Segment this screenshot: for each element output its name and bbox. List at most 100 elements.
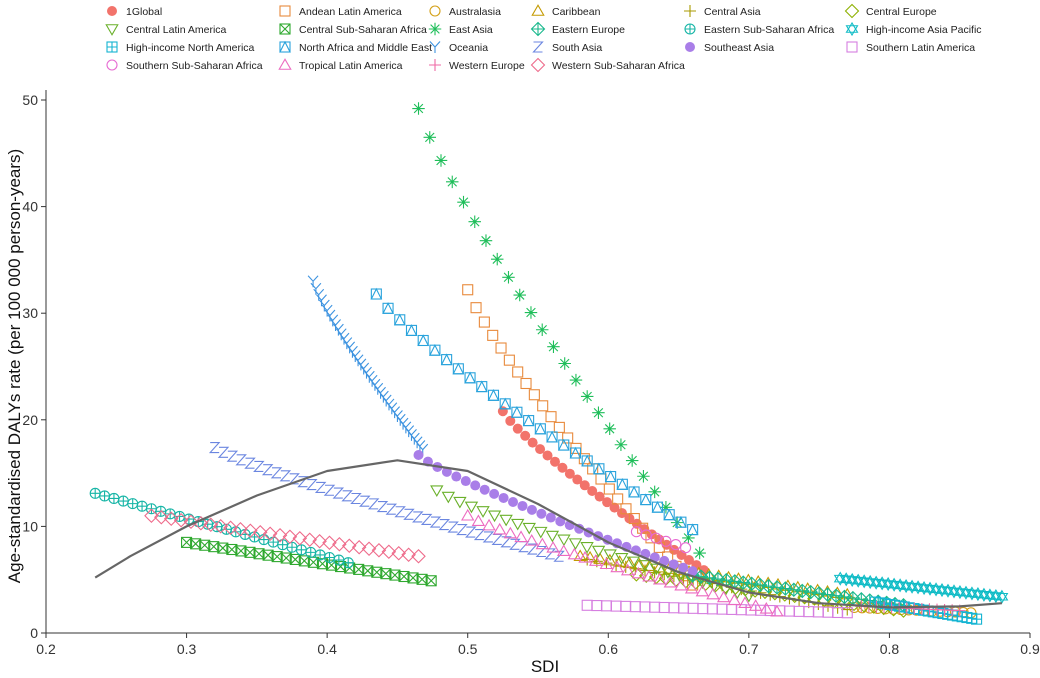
data-point <box>638 560 652 572</box>
data-point <box>270 467 283 479</box>
data-point <box>89 487 101 499</box>
data-point <box>652 560 667 573</box>
legend-item-tropical-latin-america: Tropical Latin America <box>278 58 403 72</box>
data-point <box>770 604 784 617</box>
data-point <box>620 563 635 576</box>
data-point <box>693 546 706 560</box>
data-point <box>361 541 377 557</box>
data-point <box>314 549 326 561</box>
data-point <box>473 528 486 541</box>
legend-label: South Asia <box>552 42 602 54</box>
data-point <box>497 406 508 417</box>
legend-label: Central Latin America <box>126 24 227 36</box>
data-point <box>837 589 852 605</box>
data-point <box>777 587 793 602</box>
data-point <box>564 468 575 479</box>
data-point <box>352 354 364 367</box>
data-point <box>332 536 347 552</box>
legend-label: Western Europe <box>449 60 525 72</box>
data-point <box>475 380 488 393</box>
data-point <box>555 516 566 527</box>
x-tick-label: 0.3 <box>177 641 197 657</box>
data-point <box>581 599 593 611</box>
trend-line-layer <box>94 459 1002 609</box>
data-point <box>817 592 832 608</box>
data-point <box>600 600 613 612</box>
data-point <box>380 568 392 580</box>
legend-label: Central Asia <box>704 6 761 18</box>
data-point <box>412 511 424 523</box>
data-point <box>253 548 265 560</box>
data-point <box>545 512 556 523</box>
data-point <box>738 596 752 608</box>
legend-item-caribbean: Caribbean <box>531 4 601 18</box>
legend-item-1global: 1Global <box>107 6 162 18</box>
x-tick-label: 0.2 <box>36 641 56 657</box>
x-tick-label: 0.4 <box>317 641 337 657</box>
data-point <box>637 522 649 534</box>
data-point <box>438 519 451 531</box>
legend-item-eastern-europe: Eastern Europe <box>530 21 625 37</box>
data-point <box>610 560 624 573</box>
data-point <box>778 581 793 596</box>
data-point <box>233 521 248 537</box>
data-point <box>429 516 442 528</box>
data-point <box>279 470 292 482</box>
data-point <box>457 195 470 209</box>
data-point <box>253 460 265 473</box>
data-point <box>706 603 718 615</box>
data-point <box>493 522 507 535</box>
data-point <box>381 544 397 560</box>
data-point <box>727 593 742 606</box>
data-point <box>447 521 459 533</box>
data-point <box>322 535 337 551</box>
data-point <box>557 438 570 451</box>
data-point <box>117 495 129 507</box>
legend-item-central-latin-america: Central Latin America <box>105 24 227 36</box>
data-point <box>99 490 111 502</box>
data-point <box>208 441 221 454</box>
data-point <box>652 572 667 585</box>
data-point <box>616 508 627 519</box>
legend-label: High-income North America <box>126 42 255 54</box>
data-point <box>752 577 768 593</box>
data-point <box>535 537 550 550</box>
legend-item-western-sub-saharan-africa: Western Sub-Saharan Africa <box>530 57 685 73</box>
legend-item-north-africa-and-middle-east: North Africa and Middle East <box>279 40 432 54</box>
data-point <box>520 430 531 441</box>
data-point <box>503 354 515 366</box>
data-point <box>482 518 496 531</box>
data-point <box>587 485 598 496</box>
data-point <box>553 421 565 433</box>
data-point <box>639 493 652 506</box>
data-point <box>208 541 220 553</box>
y-axis-title: Age-standardised DALYs rate (per 100 000… <box>5 149 24 583</box>
data-point <box>631 566 646 579</box>
data-point <box>464 371 476 384</box>
data-point <box>391 545 407 561</box>
data-point <box>470 302 482 314</box>
data-point <box>476 506 490 518</box>
data-point <box>629 601 641 613</box>
data-point <box>663 508 676 521</box>
data-point <box>557 462 568 473</box>
data-point <box>514 530 528 543</box>
data-point <box>298 555 310 567</box>
data-point <box>292 530 308 546</box>
data-point <box>706 587 720 600</box>
legend-label: East Asia <box>449 24 493 36</box>
data-point <box>490 252 504 266</box>
data-point <box>594 491 605 502</box>
data-point <box>323 551 336 564</box>
data-point <box>217 446 230 458</box>
data-point <box>127 498 139 510</box>
data-point <box>786 582 802 598</box>
data-point <box>557 534 571 547</box>
data-point <box>465 526 477 538</box>
data-point <box>625 454 639 467</box>
data-point <box>735 575 751 590</box>
data-point <box>440 353 453 366</box>
data-point <box>341 538 357 554</box>
data-point <box>609 502 620 513</box>
y-tick-label: 10 <box>22 518 38 534</box>
